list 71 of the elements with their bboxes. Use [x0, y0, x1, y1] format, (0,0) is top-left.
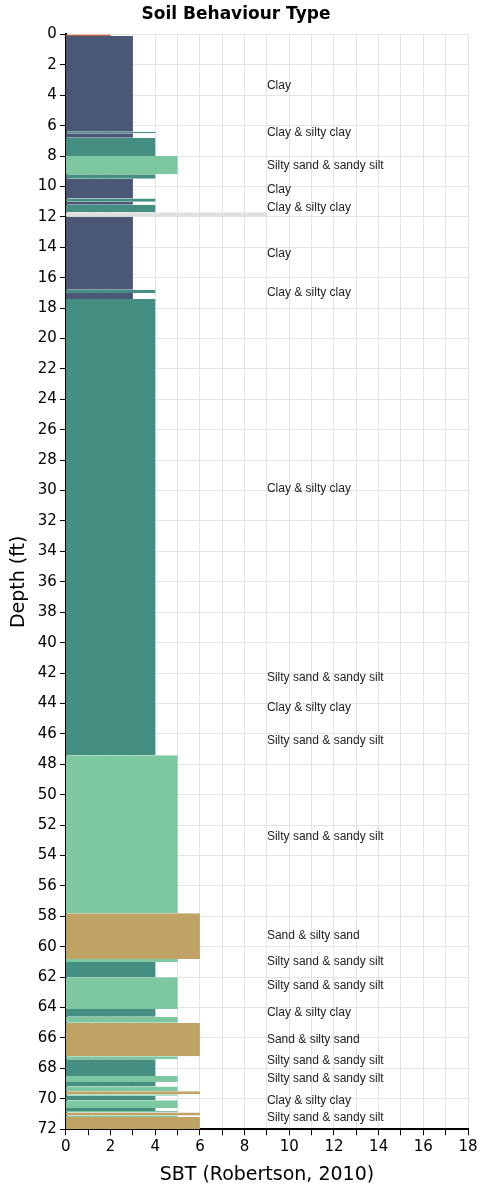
annotation: Silty sand & sandy silt — [266, 157, 385, 172]
y-tick-label: 58 — [37, 906, 57, 925]
x-tick-label: 0 — [61, 1137, 71, 1156]
y-tick-label: 34 — [37, 541, 57, 560]
y-tick-label: 6 — [47, 115, 57, 134]
y-tick-label: 44 — [37, 693, 57, 712]
annotation: Clay & silty clay — [266, 125, 351, 140]
x-axis-title: SBT (Robertson, 2010) — [159, 1161, 375, 1184]
annotation: Clay & silty clay — [266, 700, 351, 715]
annotation: Clay — [266, 245, 291, 260]
y-tick-label: 30 — [37, 480, 57, 499]
y-tick-label: 72 — [37, 1119, 57, 1138]
y-axis-title: Depth (ft) — [6, 535, 29, 629]
x-tick-label: 14 — [369, 1137, 389, 1156]
annotation: Clay & silty clay — [266, 1092, 351, 1107]
annotation: Silty sand & sandy silt — [266, 1071, 385, 1086]
y-tick-label: 64 — [37, 997, 57, 1016]
annotation: Silty sand & sandy silt — [266, 732, 385, 747]
annotation: Silty sand & sandy silt — [266, 1053, 385, 1068]
annotation: Sand & silty sand — [266, 1031, 360, 1046]
annotation: Clay & silty clay — [266, 480, 351, 495]
x-tick-label: 18 — [458, 1137, 478, 1156]
y-tick-label: 2 — [47, 54, 57, 73]
y-tick-label: 14 — [37, 237, 57, 256]
y-tick-label: 60 — [37, 936, 57, 955]
x-tick-label: 4 — [150, 1137, 161, 1156]
y-tick-label: 26 — [37, 419, 57, 438]
y-tick-label: 18 — [37, 297, 57, 316]
y-tick-label: 52 — [37, 814, 57, 833]
y-tick-label: 40 — [37, 632, 57, 651]
y-tick-label: 68 — [37, 1058, 57, 1077]
annotation: Silty sand & sandy silt — [266, 954, 385, 969]
y-tick-label: 24 — [37, 389, 57, 408]
y-tick-label: 48 — [37, 754, 57, 773]
y-tick-label: 50 — [37, 784, 57, 803]
y-tick-label: 46 — [37, 723, 57, 742]
y-tick-label: 4 — [47, 85, 57, 104]
y-tick-label: 66 — [37, 1027, 57, 1046]
annotation: Clay & silty clay — [266, 1005, 351, 1020]
y-tick-label: 0 — [47, 24, 57, 43]
y-tick-label: 28 — [37, 450, 57, 469]
y-tick-label: 22 — [37, 358, 57, 377]
annotation: Clay & silty clay — [266, 199, 351, 214]
y-tick-label: 42 — [37, 662, 57, 681]
x-tick-label: 6 — [195, 1137, 205, 1156]
annotation: Silty sand & sandy silt — [266, 669, 385, 684]
y-tick-label: 8 — [47, 145, 57, 164]
annotation: Silty sand & sandy silt — [266, 829, 385, 844]
y-tick-label: 36 — [37, 571, 57, 590]
annotation: Sand & silty sand — [266, 928, 360, 943]
y-tick-label: 12 — [37, 206, 57, 225]
annotation: Silty sand & sandy silt — [266, 978, 385, 993]
y-tick-label: 56 — [37, 875, 57, 894]
y-tick-label: 62 — [37, 967, 57, 986]
y-tick-label: 32 — [37, 510, 57, 529]
annotation: Clay & silty clay — [266, 285, 351, 300]
y-tick-label: 70 — [37, 1088, 57, 1107]
annotation: Clay — [266, 77, 291, 92]
y-tick-label: 38 — [37, 602, 57, 621]
x-tick-label: 8 — [239, 1137, 250, 1156]
y-tick-label: 20 — [37, 328, 57, 347]
x-tick-label: 2 — [105, 1137, 116, 1156]
annotation: Clay — [266, 182, 291, 197]
chart-title: Soil Behaviour Type — [141, 2, 331, 23]
x-tick-label: 10 — [279, 1137, 299, 1156]
x-tick-label: 16 — [413, 1137, 433, 1156]
x-tick-label: 12 — [324, 1137, 344, 1156]
annotation: Silty sand & sandy silt — [266, 1110, 385, 1125]
y-tick-label: 54 — [37, 845, 57, 864]
y-tick-label: 10 — [37, 176, 57, 195]
y-tick-label: 16 — [37, 267, 57, 286]
